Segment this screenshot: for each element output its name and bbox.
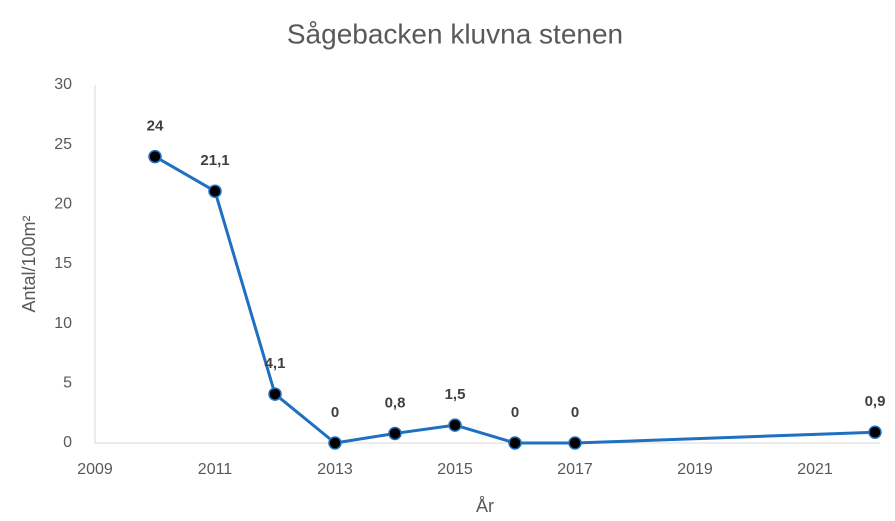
y-tick-label: 15 [54,255,72,272]
chart-title: Sågebacken kluvna stenen [287,18,623,49]
y-tick-label: 10 [54,315,72,332]
data-label: 21,1 [200,152,229,169]
point [268,387,282,401]
x-tick-label: 2015 [437,461,473,478]
point [508,436,522,450]
x-tick-label: 2011 [198,461,233,478]
point [148,149,162,164]
point [328,436,342,450]
point [448,418,462,432]
y-tick-label: 30 [54,76,72,93]
x-tick-label: 2021 [797,461,833,478]
x-axis-title: År [476,496,494,516]
data-label: 0,9 [865,393,886,410]
data-label: 0,8 [385,394,406,411]
y-tick-label: 25 [54,136,72,153]
point [388,426,402,441]
x-tick-label: 2019 [677,461,713,478]
y-tick-label: 20 [54,196,72,213]
data-label: 0 [511,404,519,421]
line [154,155,876,445]
data-label: 24 [147,118,164,135]
x-tick-label: 2013 [317,461,353,478]
data-label: 0 [331,404,339,421]
point [568,436,582,450]
y-tick-label: 0 [63,434,72,451]
point [208,184,222,198]
data-label: 4,1 [265,355,286,372]
data-label: 1,5 [445,386,466,403]
x-tick-label: 2017 [557,461,593,478]
point [868,425,882,440]
x-tick-label: 2009 [77,461,113,478]
y-axis-title: Antal/100m² [19,215,39,312]
data-label: 0 [571,404,579,421]
y-tick-label: 5 [63,375,72,392]
